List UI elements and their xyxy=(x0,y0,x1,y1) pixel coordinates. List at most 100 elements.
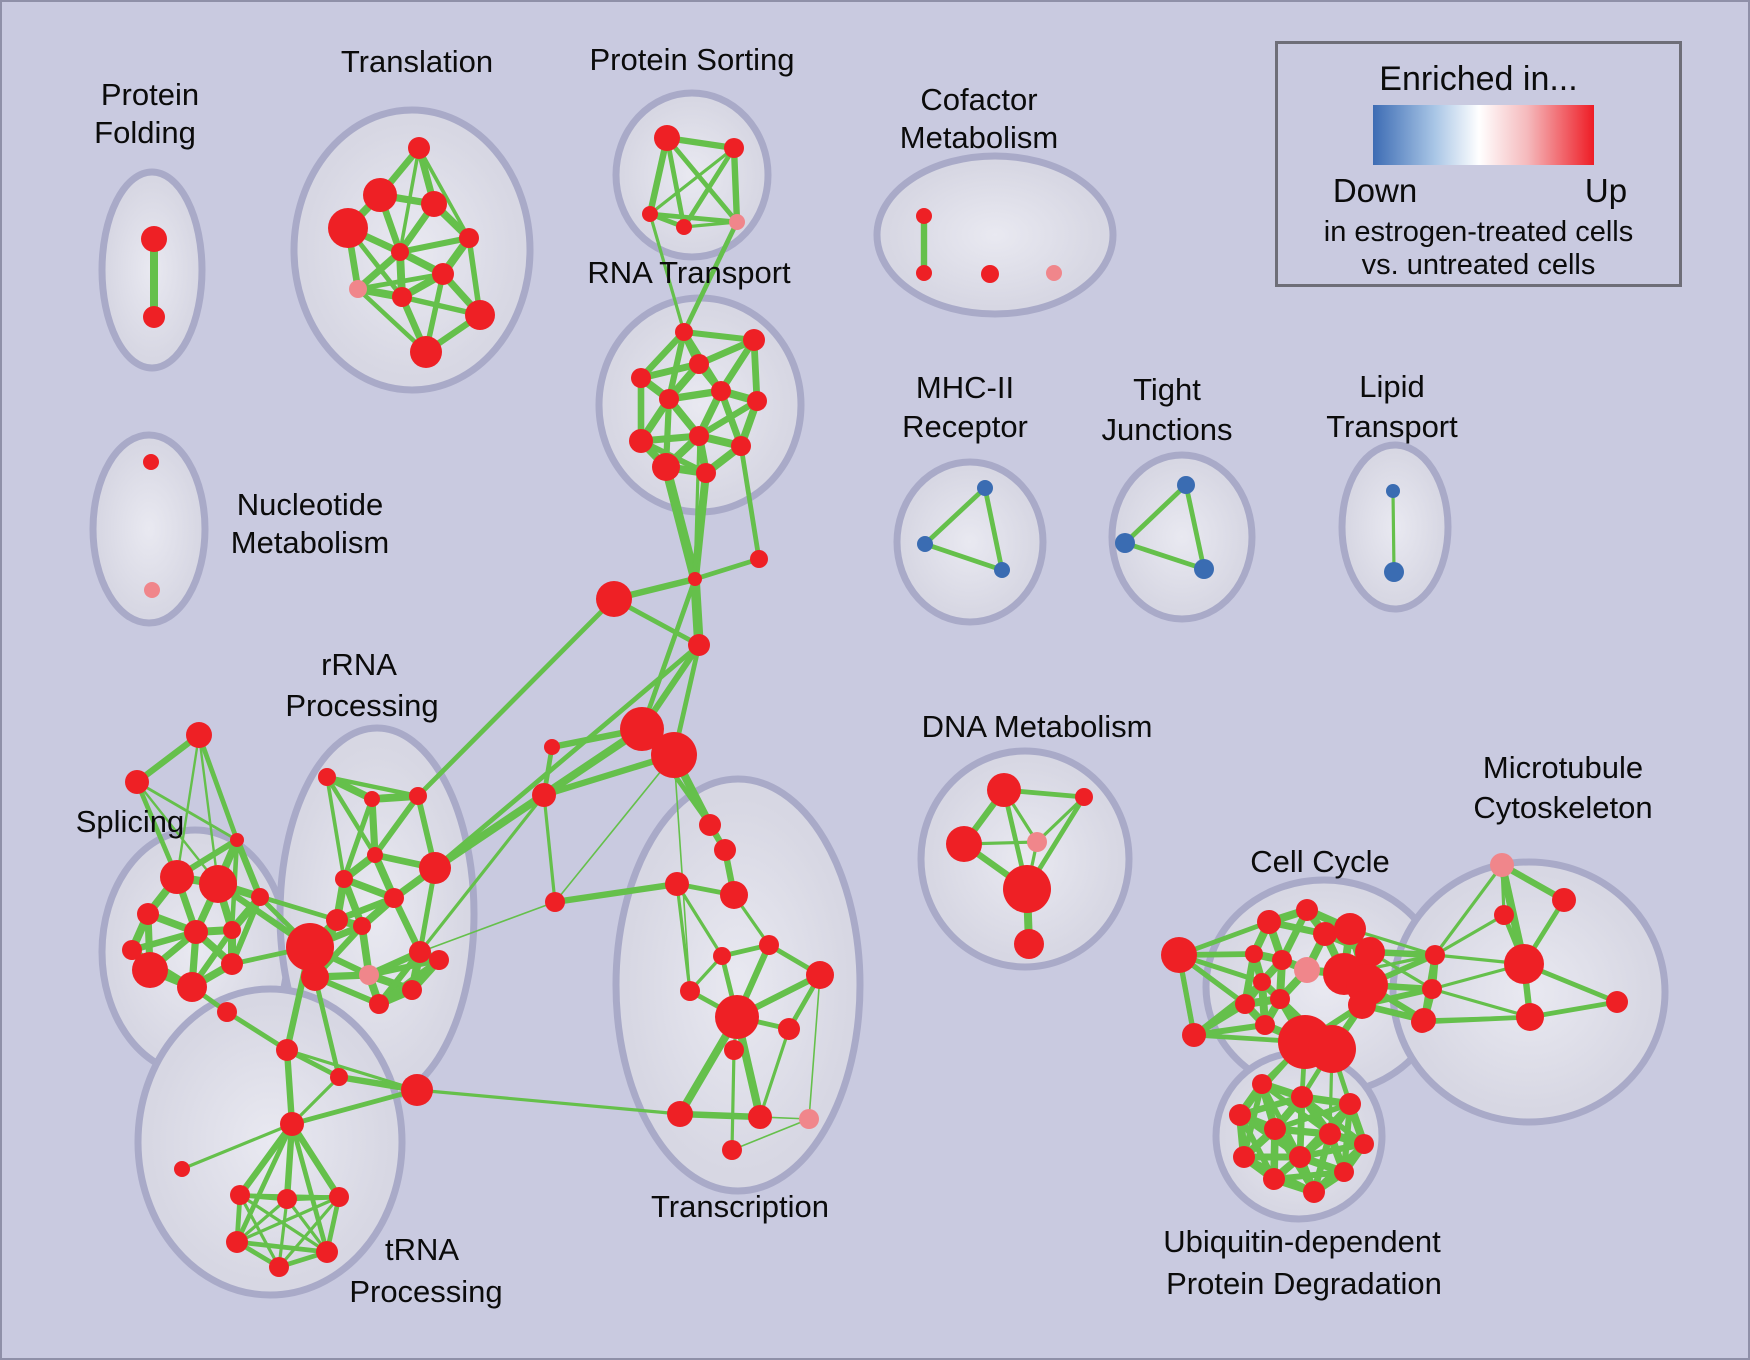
edge-backbone xyxy=(554,754,675,903)
edge-rrna-processing xyxy=(325,775,346,881)
gene-set-node-translation xyxy=(421,191,447,217)
gene-set-node-cell-cycle xyxy=(1425,945,1445,965)
gene-set-node-transcription xyxy=(714,839,736,861)
edge-protein-sorting xyxy=(681,145,737,230)
cluster-ellipse-cofactor-metabolism xyxy=(873,152,1117,318)
edge-microtubule-cytoskeleton xyxy=(1419,1014,1533,1025)
gene-set-node-rrna-processing xyxy=(364,791,380,807)
edge-mhc-ii-receptor xyxy=(982,485,1005,573)
cluster-label-tight-junctions: Tight xyxy=(1133,372,1201,407)
gene-set-node-rrna-processing xyxy=(409,941,431,963)
gene-set-node-backbone xyxy=(620,707,664,751)
cluster-label-rna-transport: RNA Transport xyxy=(587,255,791,290)
legend-subtitle-line1: in estrogen-treated cells xyxy=(1323,216,1634,248)
gene-set-node-dna-metabolism xyxy=(1014,929,1044,959)
edge-trna-processing xyxy=(234,1121,295,1245)
gene-set-node-rrna-processing xyxy=(353,917,371,935)
edge-rrna-processing xyxy=(341,796,375,882)
gene-set-node-transcription xyxy=(722,1140,742,1160)
gene-set-node-microtubule-cytoskeleton xyxy=(1516,1003,1544,1031)
gene-set-node-trna-processing xyxy=(226,1231,248,1253)
nodes-layer xyxy=(122,125,1628,1277)
gene-set-node-mhc-ii-receptor xyxy=(994,562,1010,578)
edge-rrna-processing xyxy=(372,793,421,858)
edge-protein-sorting xyxy=(648,146,736,216)
legend-down-label: Down xyxy=(1332,172,1418,209)
cluster-label-nucleotide-metabolism: Nucleotide xyxy=(237,487,383,522)
gene-set-node-trna-processing xyxy=(316,1241,338,1263)
gene-set-node-backbone xyxy=(532,783,556,807)
gene-set-node-microtubule-cytoskeleton xyxy=(1411,1011,1433,1033)
gene-set-node-cell-cycle xyxy=(1257,910,1281,934)
gene-set-node-dna-metabolism xyxy=(1075,788,1093,806)
edge-rrna-processing xyxy=(324,774,378,858)
cluster-label-protein-folding: Folding xyxy=(94,115,196,150)
gene-set-node-splicing xyxy=(122,940,142,960)
gene-set-node-ubiquitin-degradation xyxy=(1252,1074,1272,1094)
gene-set-node-trna-processing xyxy=(217,1002,237,1022)
gene-set-node-trna-processing xyxy=(330,1068,348,1086)
edge-transcription xyxy=(675,882,692,993)
gene-set-node-cell-cycle xyxy=(1255,1015,1275,1035)
gene-set-node-rrna-processing xyxy=(429,950,449,970)
gene-set-node-ubiquitin-degradation xyxy=(1319,1123,1341,1145)
edge-transcription xyxy=(808,974,821,1120)
gene-set-node-translation xyxy=(408,137,430,159)
legend-gradient-bar xyxy=(1373,105,1594,165)
gene-set-node-ubiquitin-degradation xyxy=(1229,1104,1251,1126)
gene-set-node-trna-processing xyxy=(276,1039,298,1061)
edge-backbone xyxy=(639,576,698,732)
edge-splicing xyxy=(197,733,239,842)
gene-set-node-nucleotide-metabolism xyxy=(144,582,160,598)
gene-set-node-protein-folding xyxy=(143,306,165,328)
edge-trna-processing xyxy=(180,1122,294,1171)
gene-set-node-cell-cycle xyxy=(1334,913,1366,945)
inter-cluster-edge xyxy=(673,754,691,992)
inter-cluster-edge xyxy=(418,793,546,954)
edge-transcription xyxy=(730,1048,736,1152)
gene-set-node-backbone xyxy=(544,739,560,755)
cluster-label-tight-junctions: Junctions xyxy=(1102,412,1233,447)
cluster-label-lipid-transport: Transport xyxy=(1326,409,1458,444)
edge-transcription xyxy=(675,882,724,958)
gene-set-node-cell-cycle xyxy=(1294,957,1320,983)
gene-set-node-ubiquitin-degradation xyxy=(1291,1086,1313,1108)
gene-set-node-transcription xyxy=(759,935,779,955)
gene-set-node-rna-transport xyxy=(675,323,693,341)
edge-trna-processing xyxy=(224,1009,290,1053)
cluster-label-ubiquitin-degradation: Protein Degradation xyxy=(1166,1266,1442,1301)
gene-set-node-cofactor-metabolism xyxy=(981,265,999,283)
gene-set-node-rrna-processing xyxy=(301,963,329,991)
cluster-label-microtubule-cytoskeleton: Cytoskeleton xyxy=(1473,790,1652,825)
gene-set-node-microtubule-cytoskeleton xyxy=(1494,905,1514,925)
gene-set-node-rrna-processing xyxy=(367,847,383,863)
gene-set-node-translation xyxy=(465,300,495,330)
cluster-label-trna-processing: tRNA xyxy=(385,1232,459,1267)
inter-cluster-edge xyxy=(693,434,701,581)
inter-cluster-edge xyxy=(738,443,762,562)
gene-set-node-cell-cycle xyxy=(1245,945,1263,963)
edge-backbone xyxy=(542,793,557,904)
gene-set-node-microtubule-cytoskeleton xyxy=(1606,991,1628,1013)
gene-set-node-ubiquitin-degradation xyxy=(1289,1146,1311,1168)
edge-dna-metabolism xyxy=(1035,795,1086,844)
gene-set-node-nucleotide-metabolism xyxy=(143,454,159,470)
gene-set-node-backbone xyxy=(651,732,697,778)
cluster-label-cofactor-metabolism: Metabolism xyxy=(900,120,1059,155)
gene-set-node-cell-cycle xyxy=(1296,899,1318,921)
gene-set-node-cell-cycle xyxy=(1308,1025,1356,1073)
edge-trna-processing xyxy=(285,1197,329,1254)
edge-translation xyxy=(354,248,404,293)
gene-set-node-trna-processing xyxy=(280,1112,304,1136)
edge-translation xyxy=(417,146,471,240)
gene-set-node-rna-transport xyxy=(696,463,716,483)
edge-trna-processing xyxy=(283,1046,296,1128)
gene-set-node-splicing xyxy=(137,903,159,925)
gene-set-node-backbone xyxy=(545,892,565,912)
gene-set-node-translation xyxy=(432,263,454,285)
inter-cluster-edge xyxy=(419,901,556,953)
edge-trna-processing xyxy=(235,1195,341,1244)
edge-tight-junctions xyxy=(1122,540,1207,572)
gene-set-node-transcription xyxy=(715,995,759,1039)
